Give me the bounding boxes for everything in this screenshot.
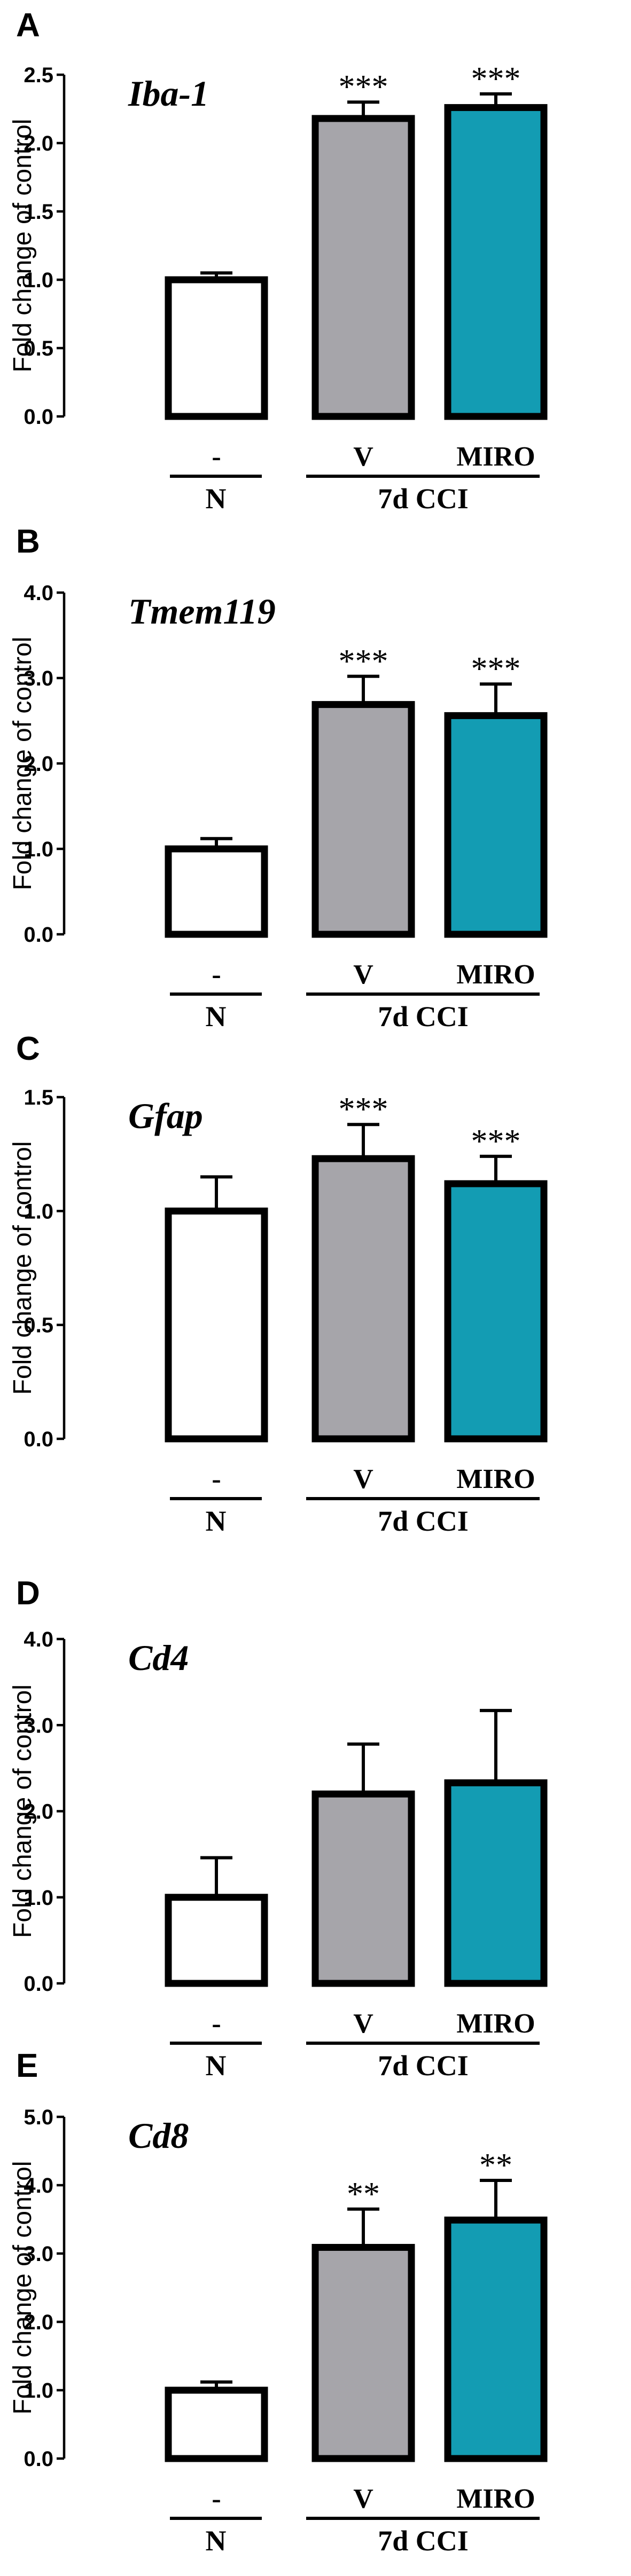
bar-v	[311, 2243, 415, 2462]
panel-letter: D	[16, 1575, 40, 1612]
bar-control	[165, 1894, 268, 1987]
y-tick-label: 0.0	[24, 2447, 53, 2471]
category-label: V	[353, 1464, 373, 1494]
y-tick-label: 0.5	[24, 1314, 53, 1337]
y-axis-label: Fold change of control	[9, 2161, 37, 2415]
panel-letter: B	[16, 523, 40, 560]
y-axis-label: Fold change of control	[9, 637, 37, 891]
y-tick-label: 4.0	[24, 2174, 53, 2197]
significance-marker: ***	[339, 69, 388, 105]
y-tick-label: 0.5	[24, 337, 53, 360]
category-label: MIRO	[456, 1464, 535, 1494]
bar-control	[165, 845, 268, 938]
category-label: V	[353, 2008, 373, 2039]
y-tick-label: 0.0	[24, 1428, 53, 1451]
group-label: 7d CCI	[378, 1001, 469, 1033]
bar-miro	[444, 2216, 548, 2462]
panel-letter: A	[16, 7, 40, 44]
panel-a: A Iba-1 Fold change of control 0.0 0.5 1.0 1.5…	[9, 7, 548, 515]
y-tick-label: 0.0	[24, 923, 53, 947]
bar-control	[165, 276, 268, 420]
category-label: MIRO	[456, 959, 535, 990]
y-tick-label: 1.0	[24, 1886, 53, 1910]
y-axis-label: Fold change of control	[9, 119, 37, 373]
group-label: N	[206, 2525, 227, 2557]
bar-miro	[444, 104, 548, 420]
panel-c: C Gfap Fold change of control 0.0 0.5 1.0 1.5 *…	[9, 1030, 548, 1537]
category-label: -	[212, 1464, 221, 1494]
y-tick-label: 4.0	[24, 1628, 53, 1651]
category-label: V	[353, 442, 373, 472]
category-label: -	[212, 959, 221, 990]
significance-marker: ***	[339, 1091, 388, 1128]
bar-v	[311, 1790, 415, 1987]
group-label: 7d CCI	[378, 2050, 469, 2082]
significance-marker: ***	[471, 61, 521, 97]
significance-marker: **	[479, 2147, 512, 2184]
y-tick-label: 2.0	[24, 2311, 53, 2334]
significance-marker: **	[347, 2176, 380, 2212]
bar-miro	[444, 1779, 548, 1987]
y-axis-label: Fold change of control	[9, 1141, 37, 1395]
y-tick-label: 2.5	[24, 64, 53, 87]
y-tick-label: 1.5	[24, 200, 53, 224]
panel-letter: C	[16, 1030, 40, 1067]
y-tick-label: 0.0	[24, 1972, 53, 1996]
group-label: 7d CCI	[378, 483, 469, 515]
y-tick-label: 3.0	[24, 1714, 53, 1737]
bar-miro	[444, 1180, 548, 1443]
y-tick-label: 1.0	[24, 269, 53, 292]
group-label: N	[206, 1505, 227, 1537]
category-label: V	[353, 959, 373, 990]
group-label: N	[206, 1001, 227, 1033]
y-tick-label: 2.0	[24, 752, 53, 776]
y-tick-label: 1.5	[24, 1086, 53, 1109]
category-label: V	[353, 2484, 373, 2514]
panel-e: E Cd8 Fold change of control 0.0 1.0 2.0 3.0 4.…	[9, 2047, 548, 2557]
gene-title: Cd8	[128, 2115, 189, 2156]
y-tick-label: 1.0	[24, 2379, 53, 2402]
category-label: MIRO	[456, 442, 535, 472]
significance-marker: ***	[471, 651, 521, 687]
group-label: N	[206, 2050, 227, 2082]
gene-title: Cd4	[128, 1637, 189, 1678]
category-label: MIRO	[456, 2484, 535, 2514]
bar-v	[311, 1155, 415, 1443]
y-tick-label: 1.0	[24, 1200, 53, 1223]
gene-title: Gfap	[128, 1096, 203, 1136]
gene-title: Tmem119	[128, 591, 276, 632]
y-tick-label: 0.0	[24, 405, 53, 429]
significance-marker: ***	[339, 643, 388, 680]
y-tick-label: 2.0	[24, 1800, 53, 1824]
bar-v	[311, 115, 415, 420]
significance-marker: ***	[471, 1123, 521, 1160]
y-tick-label: 5.0	[24, 2106, 53, 2129]
gene-title: Iba-1	[128, 73, 209, 114]
category-label: -	[212, 442, 221, 472]
y-tick-label: 4.0	[24, 581, 53, 605]
panel-letter: E	[16, 2047, 38, 2084]
y-tick-label: 3.0	[24, 2242, 53, 2266]
y-tick-label: 1.0	[24, 838, 53, 861]
y-axis-label: Fold change of control	[9, 1684, 37, 1938]
group-label: N	[206, 483, 227, 515]
group-label: 7d CCI	[378, 2525, 469, 2557]
group-label: 7d CCI	[378, 1505, 469, 1537]
category-label: MIRO	[456, 2008, 535, 2039]
category-label: -	[212, 2008, 221, 2039]
bar-control	[165, 2386, 268, 2462]
category-label: -	[212, 2484, 221, 2514]
panel-d: D Cd4 Fold change of control 0.0 1.0 2.0 3.0 4.…	[9, 1575, 548, 2082]
bar-control	[165, 1207, 268, 1443]
panel-b: B Tmem119 Fold change of control 0.0 1.0 2.0 3…	[9, 523, 548, 1033]
y-tick-label: 3.0	[24, 667, 53, 690]
bar-v	[311, 701, 415, 938]
bar-miro	[444, 712, 548, 938]
y-tick-label: 2.0	[24, 132, 53, 155]
